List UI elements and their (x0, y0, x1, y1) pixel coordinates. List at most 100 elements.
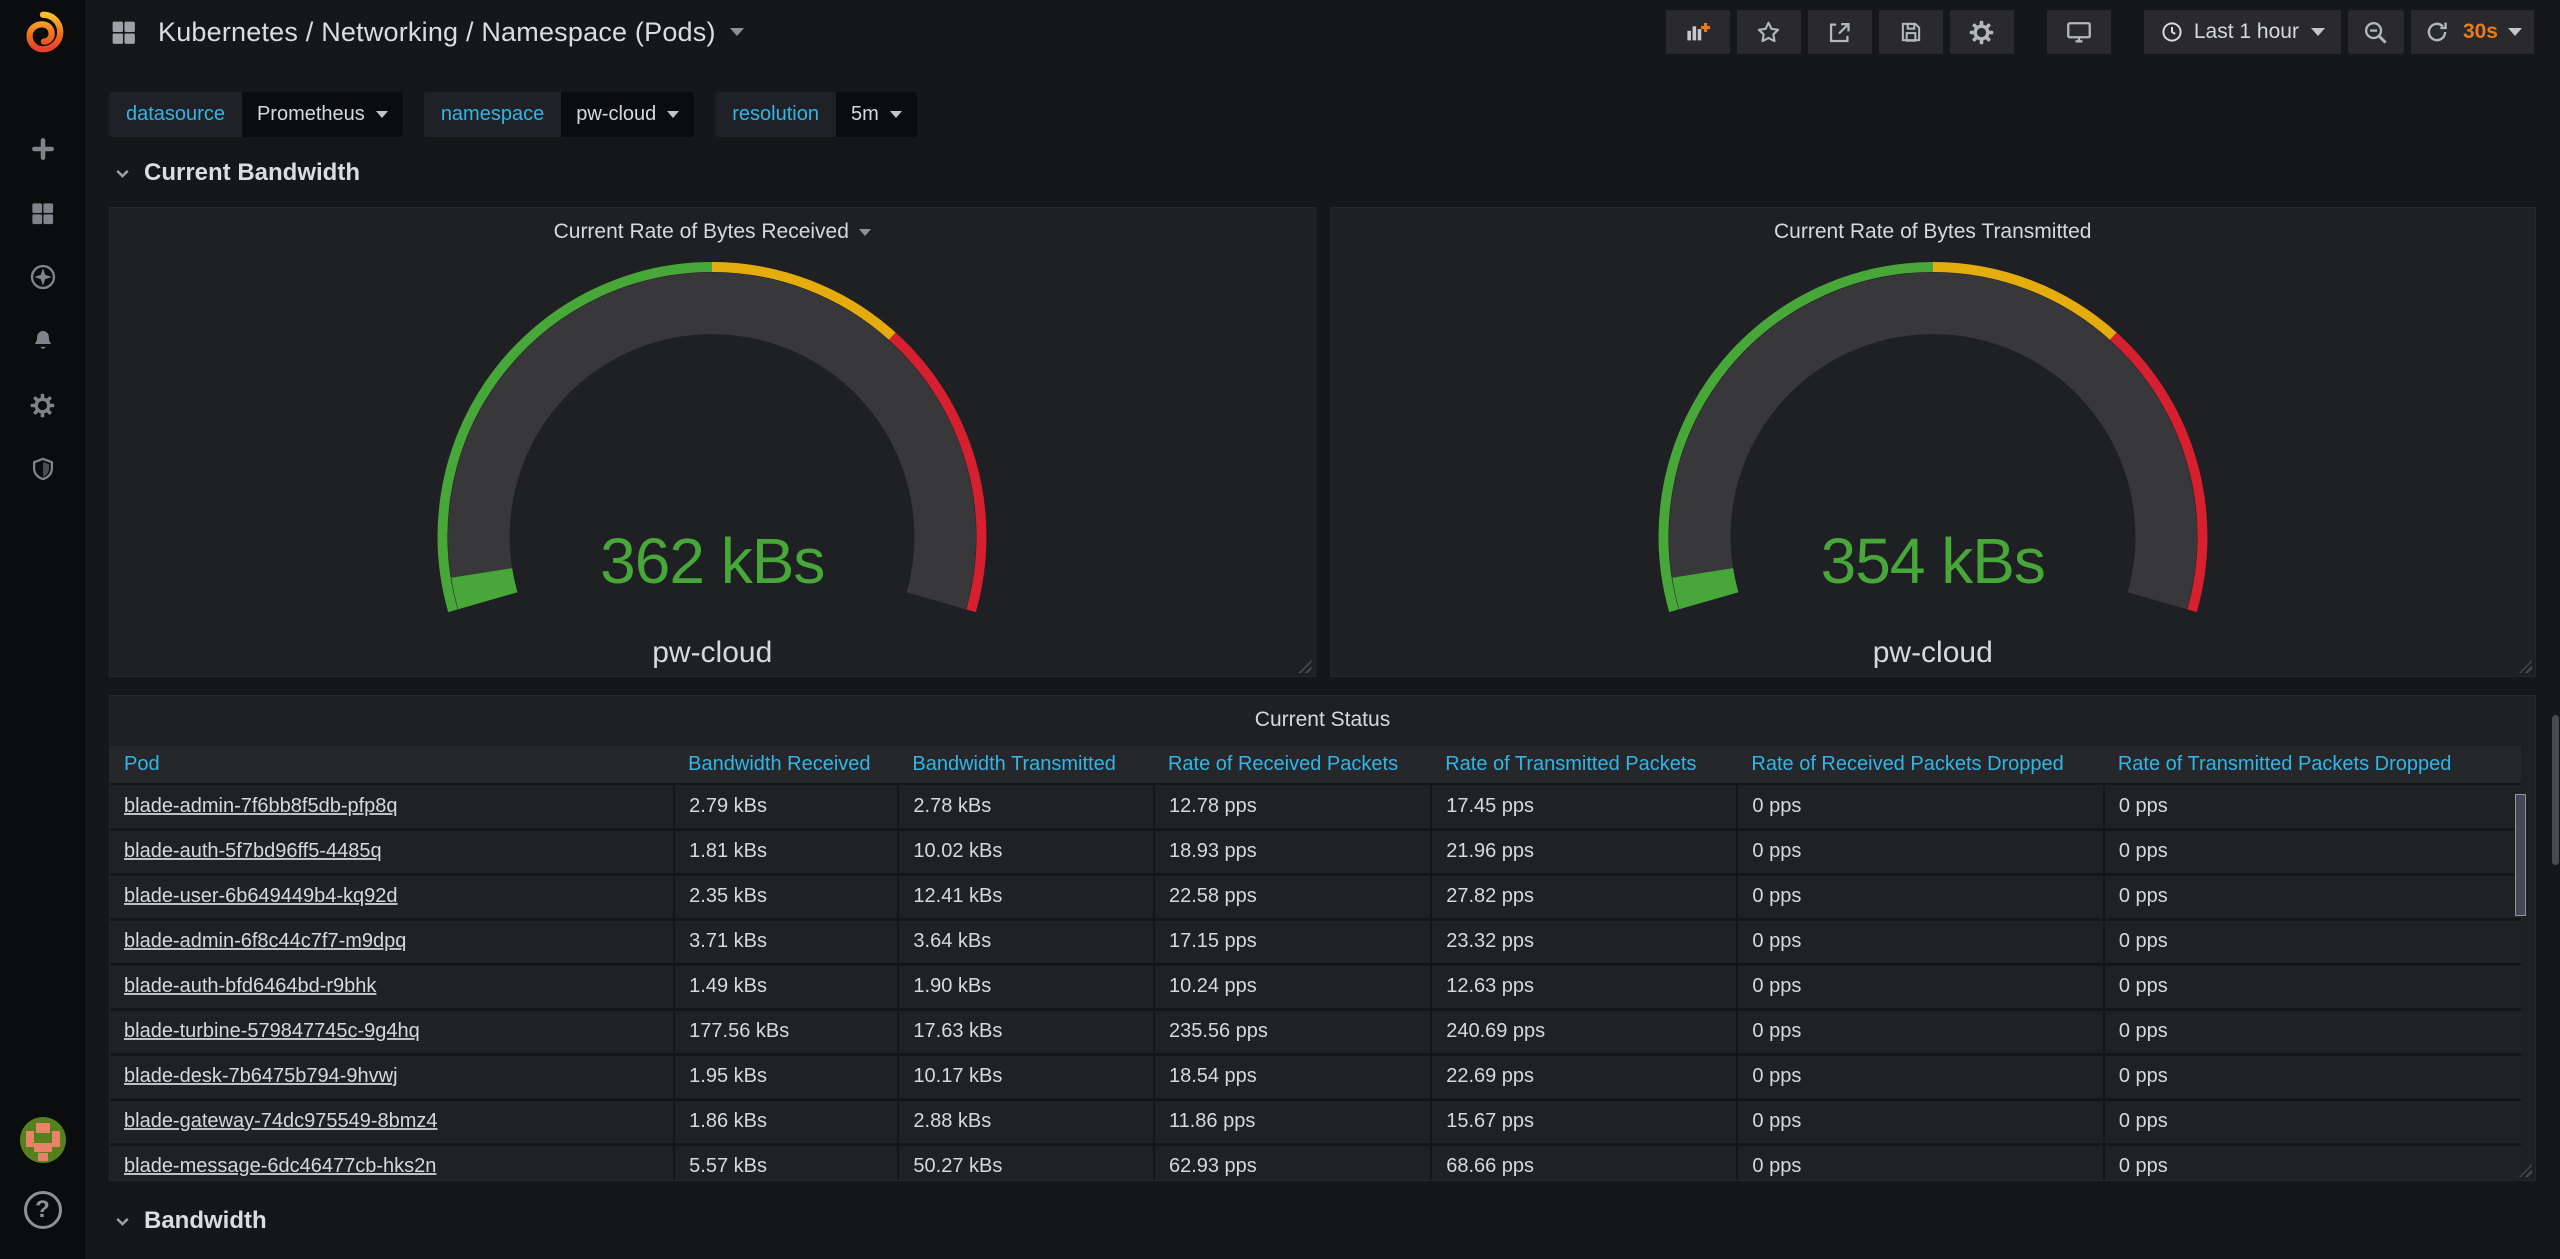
cell-value: 3.64 kBs (897, 919, 1154, 966)
add-panel-button[interactable] (1665, 10, 1730, 54)
cell-value: 0 pps (2102, 1144, 2521, 1180)
dashboard-grid-icon (109, 18, 138, 47)
pod-link[interactable]: blade-message-6dc46477cb-hks2n (124, 1155, 437, 1177)
chevron-down-icon (667, 111, 680, 118)
cell-value: 1.90 kBs (897, 964, 1154, 1011)
section-bandwidth[interactable]: Bandwidth (112, 1207, 2560, 1235)
cell-value: 68.66 pps (1430, 1144, 1738, 1180)
column-header-rate-received-packets[interactable]: Rate of Received Packets (1153, 746, 1432, 785)
cell-value: 240.69 pps (1430, 1009, 1738, 1056)
cell-value: 1.95 kBs (673, 1054, 899, 1101)
chevron-down-icon (112, 1211, 133, 1232)
variable-value-dropdown[interactable]: pw-cloud (561, 92, 695, 137)
panel-title[interactable]: Current Status (1254, 708, 1391, 731)
cell-value: 62.93 pps (1152, 1144, 1432, 1180)
column-header-rate-transmitted-packets-dropped[interactable]: Rate of Transmitted Packets Dropped (2103, 746, 2521, 785)
gauge-chart (437, 262, 987, 613)
create-plus-icon[interactable] (26, 134, 60, 164)
time-range-label: Last 1 hour (2193, 20, 2299, 43)
pod-link[interactable]: blade-desk-7b6475b794-9hvwj (124, 1065, 398, 1087)
variable-value-dropdown[interactable]: 5m (835, 92, 917, 137)
cell-value: 0 pps (2102, 1099, 2521, 1146)
cell-value: 21.96 pps (1430, 829, 1738, 876)
help-glyph: ? (35, 1196, 50, 1223)
column-header-rate-transmitted-packets[interactable]: Rate of Transmitted Packets (1431, 746, 1738, 785)
share-button[interactable] (1807, 10, 1872, 54)
topnav-actions: Last 1 hour 30s (1659, 10, 2534, 54)
cell-value: 12.78 pps (1152, 784, 1432, 831)
sidebar-bottom: ? (0, 1117, 85, 1229)
panel-menu-caret[interactable] (858, 228, 871, 236)
pod-link[interactable]: blade-auth-5f7bd96ff5-4485q (124, 840, 382, 862)
chevron-down-icon (889, 111, 902, 118)
help-icon[interactable]: ? (23, 1191, 62, 1229)
cell-value: 50.27 kBs (897, 1144, 1154, 1180)
dashboard-title[interactable]: Kubernetes / Networking / Namespace (Pod… (158, 16, 716, 47)
pod-link[interactable]: blade-admin-6f8c44c7f7-m9dpq (124, 930, 407, 952)
grafana-logo-icon[interactable] (0, 0, 85, 64)
pod-link[interactable]: blade-turbine-579847745c-9g4hq (124, 1020, 420, 1042)
gauge-value: 354 kBs (1820, 525, 2046, 597)
cell-value: 2.78 kBs (897, 784, 1154, 831)
alerting-bell-icon[interactable] (26, 326, 60, 356)
explore-compass-icon[interactable] (26, 262, 60, 292)
table-row: blade-gateway-74dc975549-8bmz4 1.86 kBs … (110, 1099, 2521, 1146)
panel-title[interactable]: Current Rate of Bytes Transmitted (1774, 220, 2092, 243)
cell-value: 0 pps (2102, 874, 2521, 921)
table-scrollbar[interactable] (2515, 794, 2526, 916)
variable-resolution: resolution 5m (715, 92, 917, 137)
time-range-picker[interactable]: Last 1 hour (2143, 10, 2341, 54)
topnav: Kubernetes / Networking / Namespace (Pod… (85, 0, 2560, 64)
server-admin-shield-icon[interactable] (26, 454, 60, 484)
user-avatar[interactable] (19, 1117, 66, 1163)
configuration-gear-icon[interactable] (26, 390, 60, 420)
cell-value: 22.58 pps (1152, 874, 1432, 921)
cell-value: 0 pps (2102, 964, 2521, 1011)
cell-value: 1.81 kBs (673, 829, 899, 876)
section-title: Bandwidth (144, 1207, 267, 1234)
cell-value: 0 pps (1736, 784, 2104, 831)
refresh-interval-label[interactable]: 30s (2462, 20, 2498, 43)
save-button[interactable] (1878, 10, 1943, 54)
sidebar-nav (26, 134, 60, 484)
page-scrollbar[interactable] (2552, 715, 2559, 865)
cell-value: 10.02 kBs (897, 829, 1154, 876)
cell-value: 5.57 kBs (673, 1144, 899, 1180)
gauge-panel-bytes-received: Current Rate of Bytes Received 362 kBs p… (109, 207, 1316, 677)
dashboards-grid-icon[interactable] (26, 198, 60, 228)
sidebar: ? (0, 0, 85, 1259)
pod-link[interactable]: blade-auth-bfd6464bd-r9bhk (124, 975, 377, 997)
cell-value: 12.63 pps (1430, 964, 1738, 1011)
cell-value: 0 pps (2102, 784, 2521, 831)
cell-value: 27.82 pps (1430, 874, 1738, 921)
section-current-bandwidth[interactable]: Current Bandwidth (112, 159, 2560, 187)
pod-link[interactable]: blade-gateway-74dc975549-8bmz4 (124, 1110, 438, 1132)
table-header-row: Pod Bandwidth Received Bandwidth Transmi… (110, 746, 2521, 785)
table-row: blade-admin-6f8c44c7f7-m9dpq 3.71 kBs 3.… (110, 919, 2521, 966)
pod-link[interactable]: blade-admin-7f6bb8f5db-pfp8q (124, 794, 398, 817)
table-row: blade-user-6b649449b4-kq92d 2.35 kBs 12.… (110, 874, 2521, 921)
column-header-pod[interactable]: Pod (110, 746, 675, 785)
column-header-bandwidth-received[interactable]: Bandwidth Received (674, 746, 899, 785)
current-status-table: Pod Bandwidth Received Bandwidth Transmi… (110, 746, 2521, 1180)
cell-value: 0 pps (1736, 1144, 2104, 1180)
column-header-rate-received-packets-dropped[interactable]: Rate of Received Packets Dropped (1737, 746, 2104, 785)
cell-value: 18.93 pps (1152, 829, 1432, 876)
panel-title[interactable]: Current Rate of Bytes Received (553, 220, 849, 243)
star-button[interactable] (1736, 10, 1801, 54)
refresh-icon[interactable] (2411, 19, 2463, 45)
chevron-down-icon (729, 28, 744, 36)
zoom-out-button[interactable] (2347, 10, 2404, 54)
variable-row: datasource Prometheus namespace pw-cloud… (109, 92, 2560, 137)
variable-value-dropdown[interactable]: Prometheus (241, 92, 403, 137)
variable-label: resolution (715, 92, 836, 137)
cell-value: 18.54 pps (1152, 1054, 1432, 1101)
cell-value: 0 pps (1736, 1099, 2104, 1146)
cycle-view-mode-button[interactable] (2046, 10, 2111, 54)
settings-gear-button[interactable] (1949, 10, 2014, 54)
refresh-picker[interactable]: 30s (2410, 10, 2534, 54)
column-header-bandwidth-transmitted[interactable]: Bandwidth Transmitted (898, 746, 1154, 785)
pod-link[interactable]: blade-user-6b649449b4-kq92d (124, 885, 398, 907)
cell-value: 0 pps (1736, 964, 2104, 1011)
